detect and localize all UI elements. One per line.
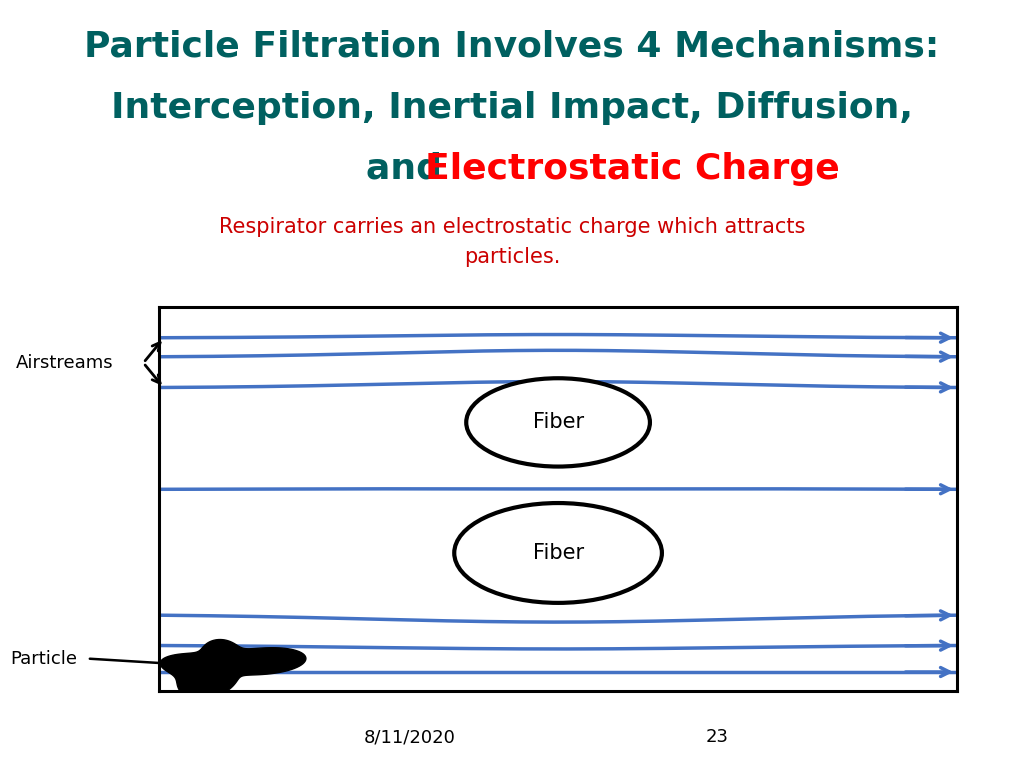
Text: Particle: Particle [10, 650, 77, 667]
Text: Airstreams: Airstreams [15, 354, 113, 372]
Text: Interception, Inertial Impact, Diffusion,: Interception, Inertial Impact, Diffusion… [111, 91, 913, 124]
Text: Particle Filtration Involves 4 Mechanisms:: Particle Filtration Involves 4 Mechanism… [84, 29, 940, 63]
Text: Fiber: Fiber [532, 412, 584, 432]
Text: Electrostatic Charge: Electrostatic Charge [425, 152, 840, 186]
Polygon shape [160, 640, 306, 699]
Text: Respirator carries an electrostatic charge which attracts
particles.: Respirator carries an electrostatic char… [219, 217, 805, 266]
Text: 8/11/2020: 8/11/2020 [364, 728, 456, 746]
Text: 23: 23 [706, 728, 728, 746]
Text: Fiber: Fiber [532, 543, 584, 563]
Circle shape [455, 503, 662, 603]
Circle shape [466, 379, 650, 467]
Text: and: and [366, 152, 455, 186]
